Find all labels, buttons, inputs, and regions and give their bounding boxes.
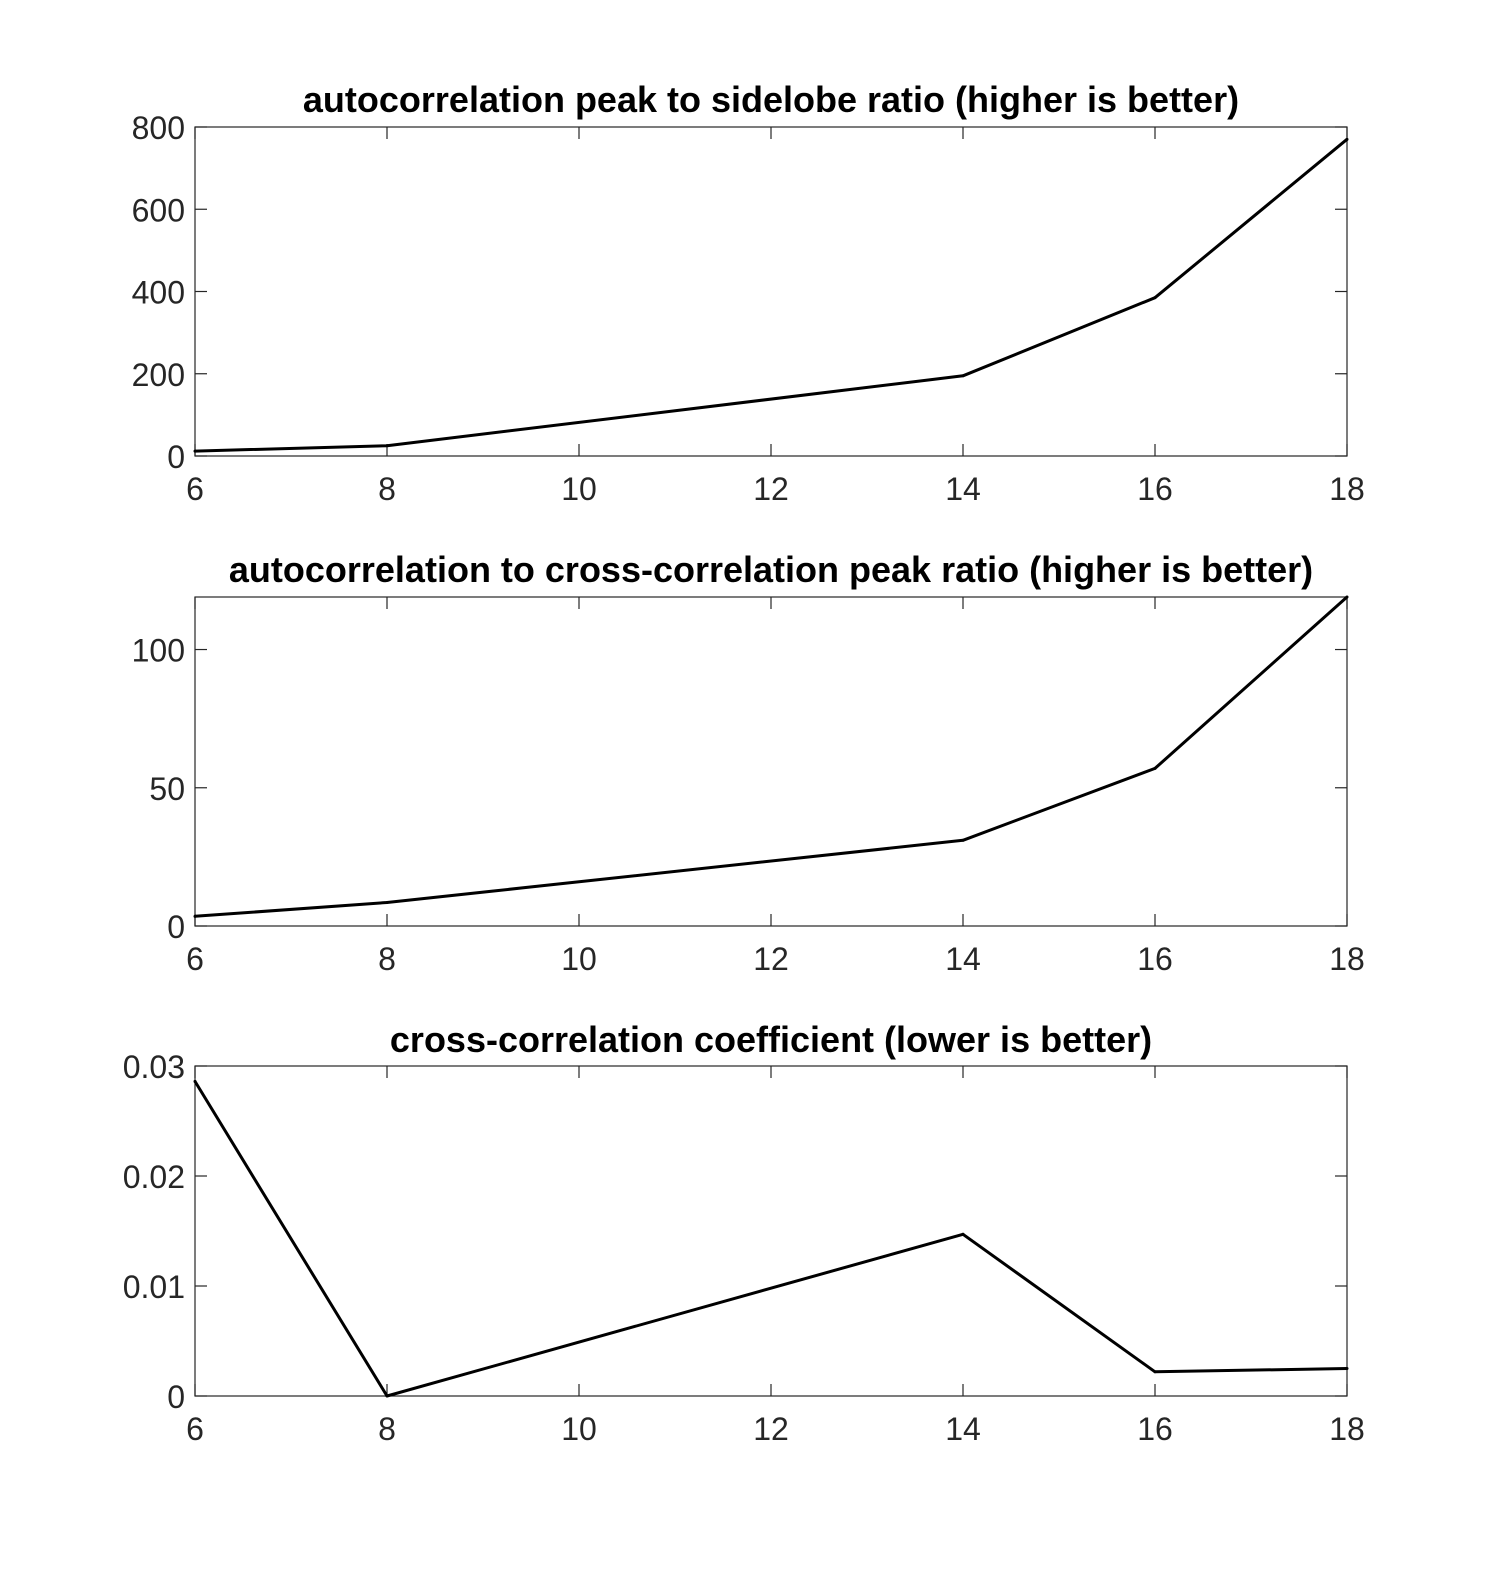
data-point — [1153, 1370, 1157, 1374]
x-tick-label: 6 — [186, 941, 204, 977]
data-point — [1153, 766, 1157, 770]
data-point — [385, 901, 389, 904]
series-line — [194, 138, 1348, 453]
x-tick-label: 18 — [1329, 941, 1365, 977]
y-tick-label: 400 — [132, 275, 185, 311]
data-point — [193, 914, 197, 918]
data-point — [961, 838, 965, 842]
data-point — [1345, 137, 1349, 141]
data-point — [193, 449, 197, 453]
y-tick-label: 0.01 — [123, 1269, 185, 1305]
plot-area — [194, 126, 1348, 457]
data-point — [961, 1232, 965, 1236]
y-tick-label: 0 — [167, 1379, 185, 1415]
data-point — [193, 1079, 197, 1083]
y-tick-label: 600 — [132, 192, 185, 228]
y-tick-label: 800 — [132, 110, 185, 146]
x-tick-label: 12 — [753, 941, 789, 977]
data-point — [961, 374, 965, 378]
series-line — [193, 1080, 1348, 1398]
data-point — [385, 1394, 389, 1398]
x-tick-label: 12 — [753, 471, 789, 507]
chart-title: cross-correlation coefficient (lower is … — [390, 1019, 1152, 1060]
series-line — [194, 595, 1348, 918]
data-point — [1345, 1367, 1349, 1370]
x-tick-label: 18 — [1329, 471, 1365, 507]
x-tick-label: 18 — [1329, 1411, 1365, 1447]
x-tick-label: 16 — [1137, 941, 1173, 977]
chart-title: autocorrelation to cross-correlation pea… — [229, 549, 1313, 590]
x-tick-label: 8 — [378, 941, 396, 977]
plot-area — [194, 596, 1348, 927]
x-tick-label: 6 — [186, 1411, 204, 1447]
y-tick-label: 200 — [132, 357, 185, 393]
x-tick-label: 10 — [561, 471, 597, 507]
x-tick-label: 16 — [1137, 1411, 1173, 1447]
y-tick-label: 0.02 — [123, 1159, 185, 1195]
subplot-1: autocorrelation peak to sidelobe ratio (… — [132, 79, 1365, 507]
x-tick-label: 8 — [378, 471, 396, 507]
y-tick-label: 0 — [167, 439, 185, 475]
chart-title: autocorrelation peak to sidelobe ratio (… — [303, 79, 1239, 120]
x-tick-label: 10 — [561, 1411, 597, 1447]
data-point — [385, 444, 389, 448]
y-tick-label: 50 — [149, 771, 185, 807]
x-tick-label: 14 — [945, 471, 981, 507]
y-tick-label: 0 — [167, 909, 185, 945]
plot-area — [194, 1065, 1348, 1397]
data-point — [1153, 296, 1157, 300]
x-tick-label: 8 — [378, 1411, 396, 1447]
y-tick-label: 0.03 — [123, 1049, 185, 1085]
data-point — [1345, 595, 1349, 599]
subplot-3: cross-correlation coefficient (lower is … — [123, 1019, 1365, 1447]
x-tick-label: 14 — [945, 941, 981, 977]
x-tick-label: 12 — [753, 1411, 789, 1447]
y-tick-label: 100 — [132, 633, 185, 669]
x-tick-label: 6 — [186, 471, 204, 507]
x-tick-label: 16 — [1137, 471, 1173, 507]
x-tick-label: 14 — [945, 1411, 981, 1447]
subplot-2: autocorrelation to cross-correlation pea… — [132, 549, 1365, 977]
x-tick-label: 10 — [561, 941, 597, 977]
